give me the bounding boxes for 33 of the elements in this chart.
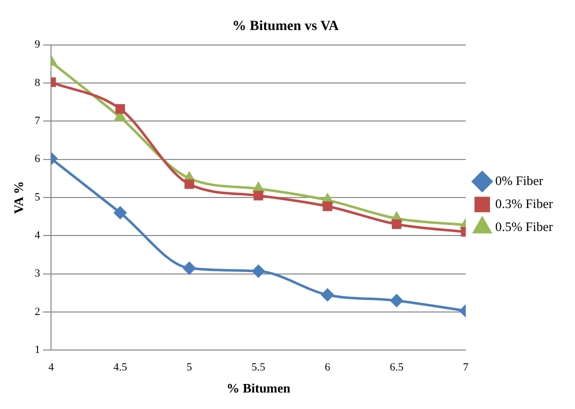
y-tick-label: 1	[34, 344, 40, 356]
legend-label: 0% Fiber	[495, 172, 544, 188]
x-tick-label: 7	[462, 362, 469, 374]
x-tick-label: 4.5	[113, 362, 128, 374]
y-axis-title: VA %	[11, 181, 26, 214]
y-tick-label: 8	[34, 76, 41, 89]
y-tick-label: 4	[34, 230, 41, 242]
point	[115, 104, 125, 114]
point	[321, 288, 334, 302]
y-tick-label: 7	[34, 115, 41, 128]
x-tick-label: 5	[186, 362, 193, 374]
point	[392, 219, 402, 230]
x-axis-title: % Bitumen	[226, 380, 292, 396]
legend-label: 0.5% Fiber	[495, 218, 554, 234]
x-tick-label: 4	[48, 362, 54, 374]
point	[252, 182, 264, 192]
y-tick-label: 6	[34, 153, 41, 166]
point	[183, 262, 196, 274]
y-tick-label: 5	[34, 191, 41, 204]
point	[114, 206, 126, 220]
point	[322, 201, 332, 212]
point	[254, 190, 264, 200]
point	[390, 294, 403, 307]
point	[184, 179, 194, 189]
legend-label: 0.3% Fiber	[495, 196, 554, 211]
x-tick-label: 6	[324, 362, 331, 374]
chart-title: % Bitumen vs VA	[232, 19, 340, 34]
y-tick-label: 9	[34, 38, 41, 51]
point	[252, 264, 265, 278]
x-tick-label: 5.5	[252, 362, 266, 374]
y-tick-label: 3	[34, 268, 41, 280]
y-tick-label: 2	[34, 306, 40, 318]
x-tick-label: 6.5	[390, 362, 404, 374]
